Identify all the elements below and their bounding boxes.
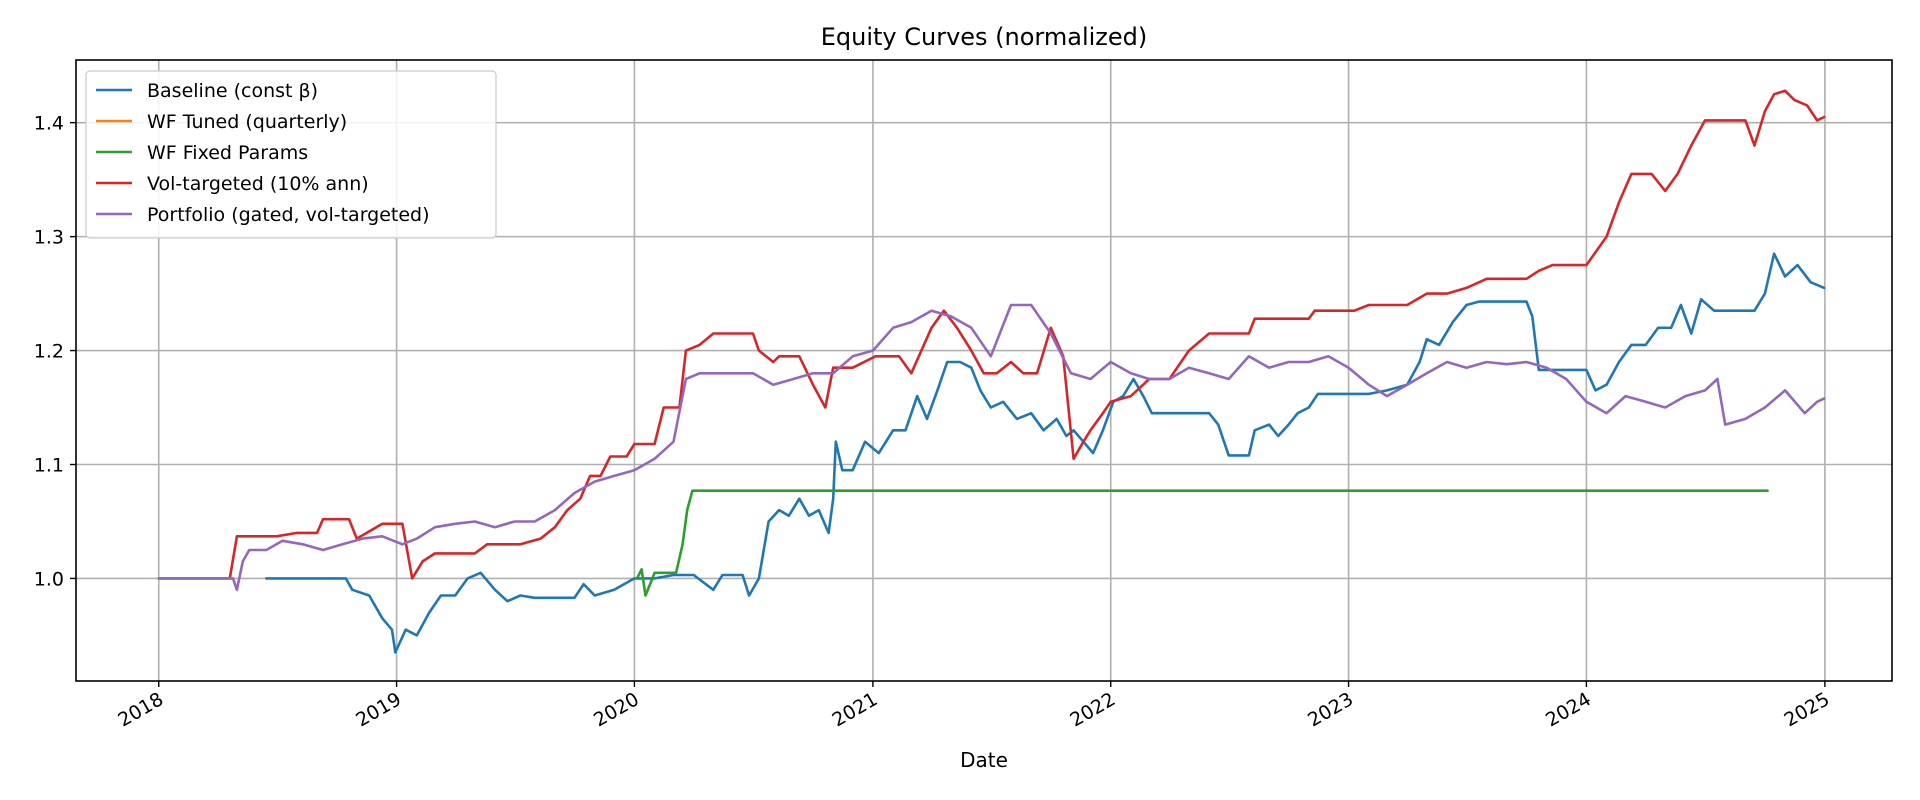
y-tick-label: 1.1 xyxy=(34,455,64,477)
y-tick-label: 1.2 xyxy=(34,341,64,363)
x-tick-label: 2024 xyxy=(1542,688,1595,731)
legend: Baseline (const β) WF Tuned (quarterly) WF… xyxy=(85,70,497,239)
y-tick-label: 1.4 xyxy=(34,113,64,135)
plot-frame xyxy=(75,59,1893,682)
series-line-0 xyxy=(265,252,1826,654)
legend-label: Vol-targeted (10% ann) xyxy=(147,173,369,195)
x-tick-label: 2018 xyxy=(114,688,167,731)
legend-label: WF Tuned (quarterly) xyxy=(147,111,347,133)
series-layer xyxy=(157,89,1826,654)
x-tick-label: 2022 xyxy=(1066,688,1119,731)
series-line-3 xyxy=(157,89,1826,580)
x-tick-label: 2019 xyxy=(352,688,405,731)
x-tick-label: 2021 xyxy=(829,688,882,731)
legend-box xyxy=(85,70,497,239)
legend-label: WF Fixed Params xyxy=(147,142,308,164)
legend-label: Baseline (const β) xyxy=(147,80,318,102)
series-line-4 xyxy=(157,303,1826,592)
y-tick-label: 1.3 xyxy=(34,227,64,249)
x-tick-label: 2025 xyxy=(1781,688,1834,731)
x-tick-label: 2023 xyxy=(1304,688,1357,731)
y-tick-label: 1.0 xyxy=(34,568,64,590)
x-tick-label: 2020 xyxy=(590,688,643,731)
x-axis-label: Date xyxy=(960,748,1008,772)
chart-title: Equity Curves (normalized) xyxy=(821,23,1148,51)
series-line-2 xyxy=(635,489,1769,597)
legend-label: Portfolio (gated, vol-targeted) xyxy=(147,204,430,226)
